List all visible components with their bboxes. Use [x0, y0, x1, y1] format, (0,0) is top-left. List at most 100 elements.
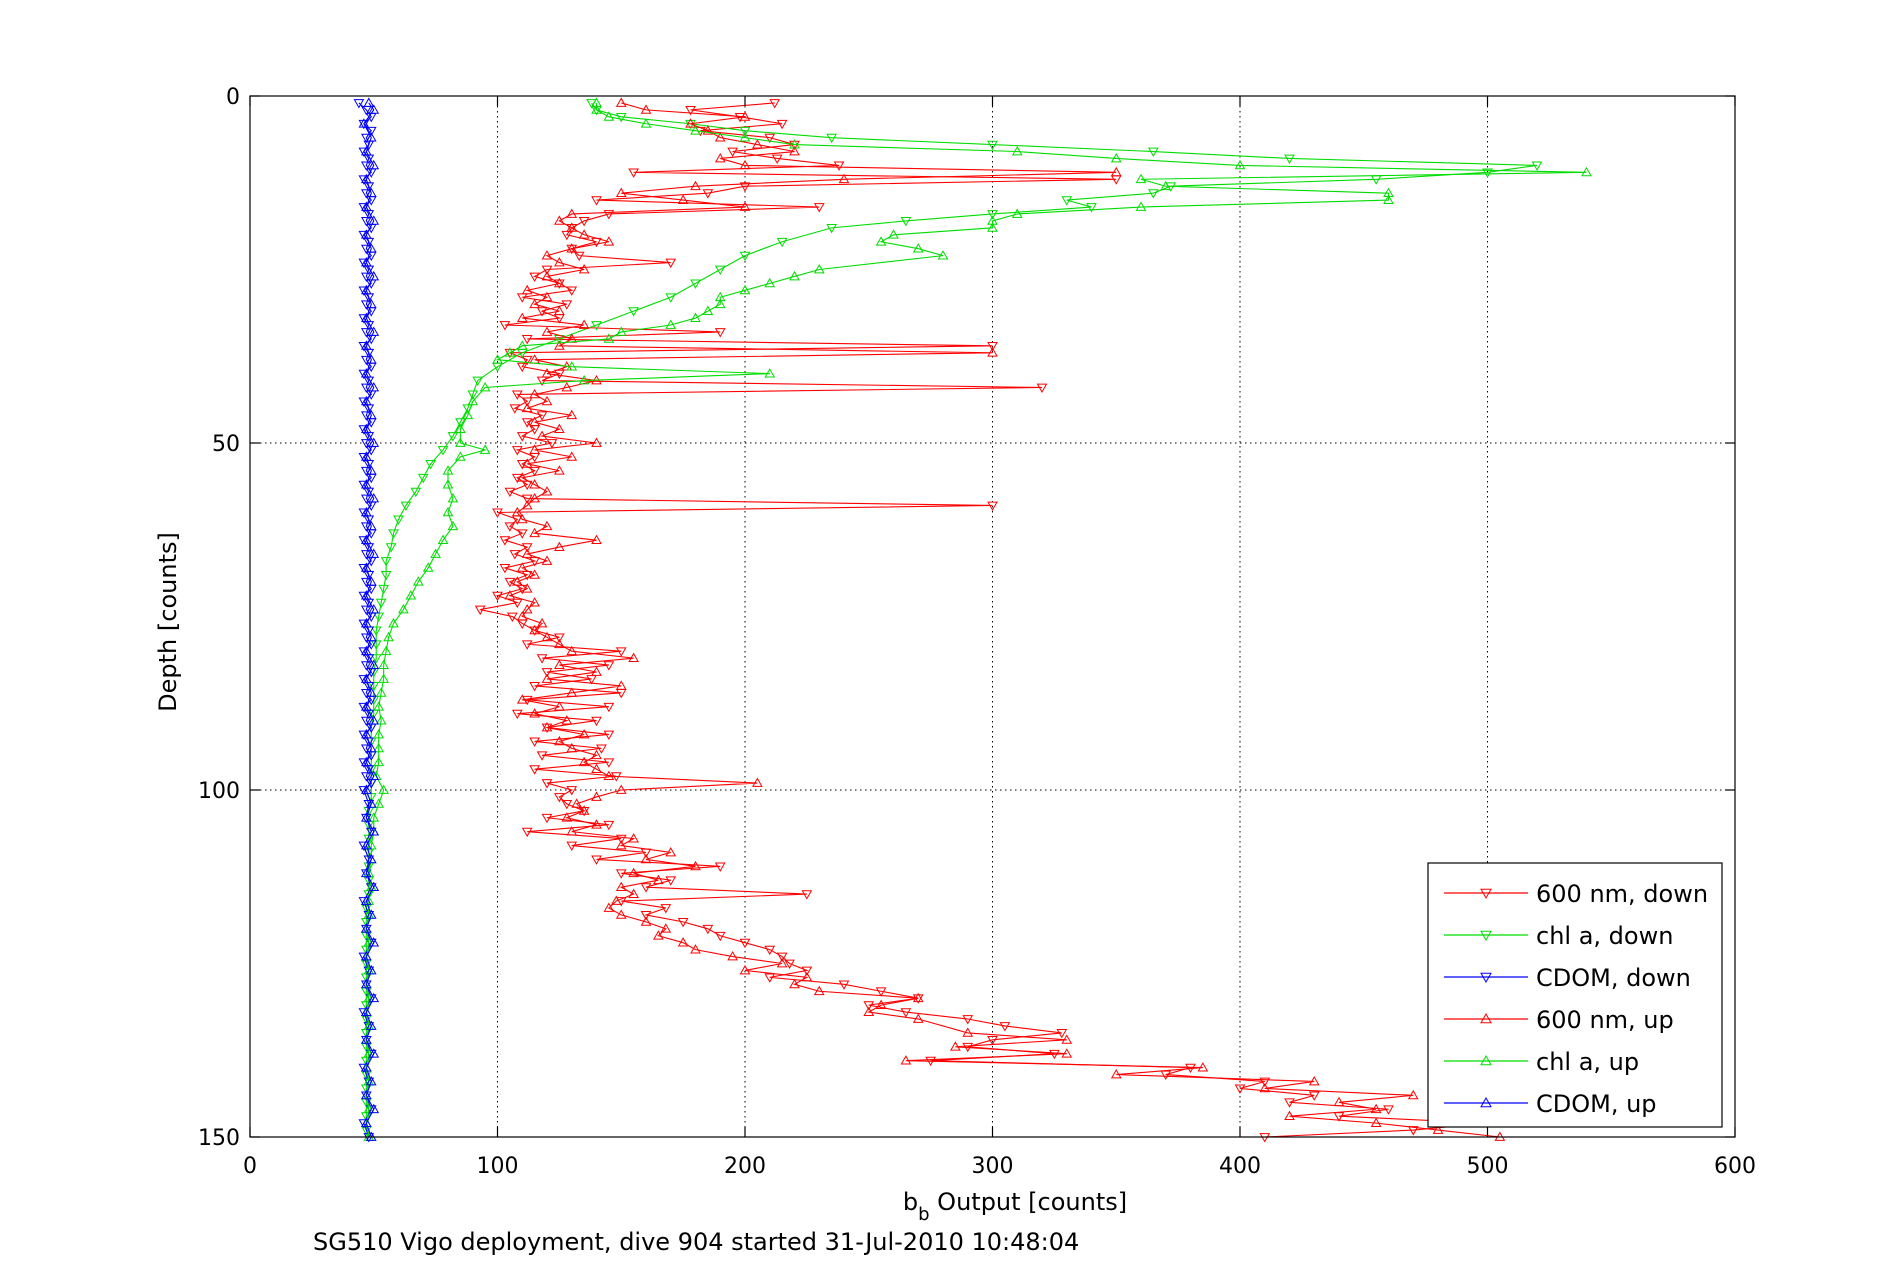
data-point	[417, 473, 429, 484]
data-point	[999, 1022, 1011, 1032]
legend-box	[1427, 862, 1723, 1128]
data-point	[1407, 1089, 1419, 1100]
data-point	[373, 728, 385, 739]
data-point	[383, 631, 394, 642]
data-point	[1581, 166, 1592, 177]
data-point	[591, 534, 602, 545]
data-point	[541, 250, 553, 260]
legend-label: 600 nm, down	[1536, 880, 1708, 908]
data-point	[727, 147, 738, 158]
x-tick-label: 500	[1467, 1154, 1509, 1179]
data-point	[603, 210, 615, 220]
data-point	[504, 522, 516, 532]
data-point	[665, 293, 677, 303]
data-point	[690, 180, 701, 191]
data-point	[437, 534, 449, 545]
data-point	[529, 527, 540, 538]
data-point	[360, 951, 372, 961]
data-point	[442, 479, 454, 489]
data-point	[541, 395, 553, 406]
data-point	[385, 543, 397, 553]
data-point	[789, 270, 800, 281]
data-point	[702, 924, 714, 935]
y-axis-label: Depth [counts]	[154, 532, 182, 712]
data-point	[838, 980, 850, 990]
data-point	[472, 376, 484, 387]
data-point	[360, 1006, 372, 1016]
data-point	[603, 730, 615, 740]
data-point	[360, 1117, 372, 1127]
data-point	[529, 737, 540, 747]
x-tick-label: 100	[477, 1154, 519, 1179]
data-point	[455, 418, 466, 428]
data-point	[521, 604, 533, 614]
data-point	[511, 506, 523, 517]
data-point	[900, 1008, 912, 1018]
data-point	[504, 487, 516, 498]
data-point	[566, 361, 578, 371]
data-point	[455, 451, 466, 461]
data-point	[541, 291, 553, 302]
data-point	[739, 111, 751, 121]
data-point	[615, 784, 627, 794]
data-point	[529, 444, 540, 454]
data-point	[368, 381, 380, 392]
data-point	[516, 432, 528, 442]
data-point	[1056, 1029, 1068, 1039]
data-point	[360, 284, 372, 295]
data-point	[900, 1055, 912, 1065]
data-point	[628, 307, 639, 317]
legend-label: CDOM, down	[1536, 964, 1691, 992]
data-point	[363, 97, 375, 107]
data-point	[360, 1035, 372, 1046]
data-point	[1110, 1069, 1122, 1079]
data-point	[467, 395, 479, 406]
data-point	[1284, 1110, 1295, 1121]
data-point	[442, 465, 454, 475]
data-point	[603, 702, 615, 713]
data-point	[358, 119, 370, 130]
data-point	[640, 118, 652, 128]
data-point	[912, 1013, 924, 1023]
data-point	[425, 459, 437, 470]
data-point	[685, 118, 696, 128]
data-point	[665, 846, 677, 857]
data-point	[368, 437, 380, 447]
data-point	[1308, 1091, 1320, 1101]
data-point	[739, 964, 751, 975]
data-point	[373, 742, 385, 753]
data-point	[365, 1075, 377, 1086]
data-point	[410, 487, 422, 498]
data-point	[801, 966, 813, 976]
data-point	[360, 423, 372, 433]
data-point	[561, 381, 573, 392]
legend-entry: CDOM, down	[1444, 964, 1691, 992]
data-point	[591, 716, 602, 727]
data-point	[826, 133, 837, 144]
data-point	[360, 173, 372, 184]
y-tick-label: 50	[212, 432, 240, 457]
data-point	[360, 550, 372, 560]
data-point	[368, 604, 380, 614]
data-point	[640, 883, 652, 893]
data-point	[412, 576, 424, 586]
data-point	[511, 576, 523, 586]
data-point	[541, 520, 553, 531]
data-point	[591, 819, 602, 829]
data-point	[1383, 187, 1394, 198]
x-axis-label-main: b	[903, 1188, 918, 1216]
data-point	[521, 640, 533, 650]
data-point	[365, 187, 377, 198]
data-point	[603, 111, 615, 121]
data-point	[499, 321, 511, 331]
data-point	[714, 862, 726, 872]
data-point	[714, 132, 726, 142]
data-point	[578, 263, 590, 274]
data-point	[370, 654, 382, 664]
legend-entry: 600 nm, down	[1444, 880, 1708, 908]
data-point	[506, 612, 518, 623]
data-point	[393, 515, 404, 525]
data-point	[447, 520, 459, 531]
series-layer	[353, 97, 1592, 1143]
data-point	[578, 375, 590, 385]
